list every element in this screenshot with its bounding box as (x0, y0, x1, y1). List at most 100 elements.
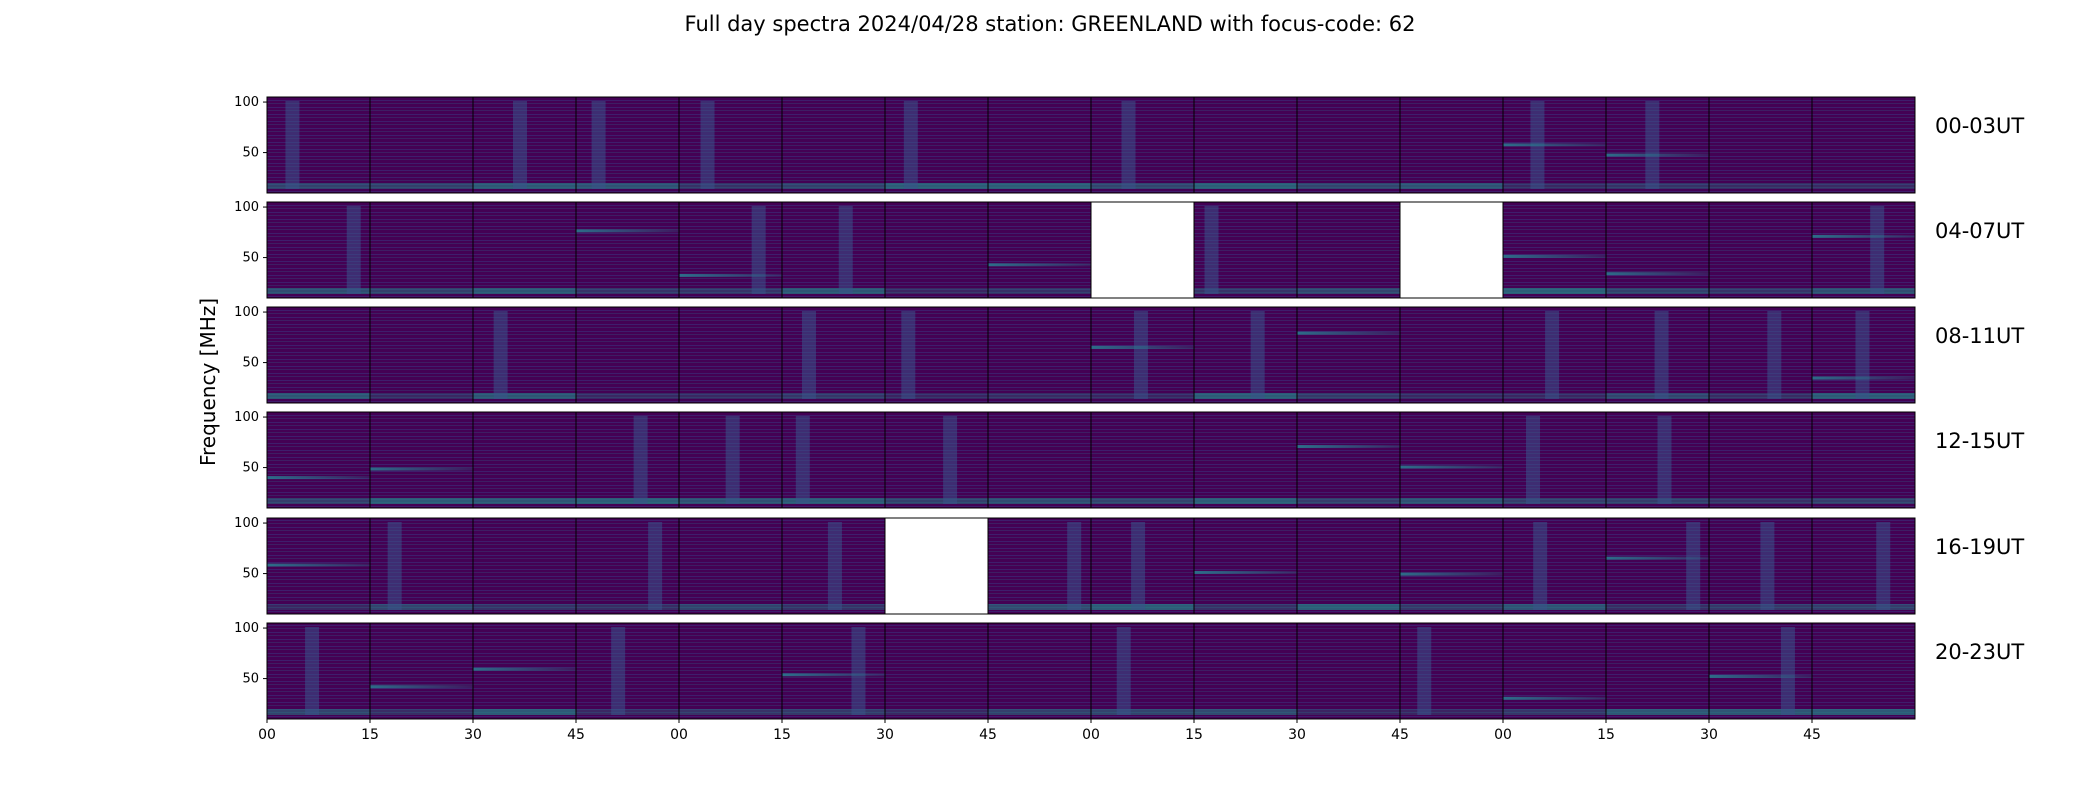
spectrum-panel (1605, 411, 1710, 509)
spectrum-panel (1811, 96, 1916, 194)
spectrum-panel (1090, 201, 1195, 299)
spectrum-panel (1193, 201, 1298, 299)
spectrum-panel (884, 622, 989, 720)
spectrum-panel (369, 96, 474, 194)
spectrum-panel (1193, 306, 1298, 404)
spectrum-panel (781, 411, 886, 509)
spectrum-panel (884, 201, 989, 299)
spectrum-panel (1811, 411, 1916, 509)
spectrum-panel (884, 517, 989, 615)
spectrum-panel (266, 622, 371, 720)
spectrum-panel (884, 306, 989, 404)
y-tick-label: 50 (242, 356, 259, 371)
y-tick-label: 100 (234, 95, 259, 110)
spectrum-panel (266, 96, 371, 194)
spectrum-panel (472, 517, 577, 615)
x-tick-label: 15 (1185, 727, 1203, 743)
y-tick-label: 100 (234, 200, 259, 215)
spectrum-panel (1605, 306, 1710, 404)
y-tick-label: 100 (234, 410, 259, 425)
spectrum-panel (575, 306, 680, 404)
x-tick-label: 00 (670, 727, 688, 743)
spectrum-panel (781, 622, 886, 720)
spectrum-panel (1502, 411, 1607, 509)
spectrum-panel (781, 517, 886, 615)
spectrum-panel (575, 96, 680, 194)
x-tick-label: 30 (1288, 727, 1306, 743)
spectrum-panel (1296, 306, 1401, 404)
spectrum-panel (1399, 201, 1504, 299)
y-tick-label: 50 (242, 567, 259, 582)
spectrum-panel (369, 306, 474, 404)
spectrum-panel (575, 517, 680, 615)
spectrum-panel (1502, 201, 1607, 299)
spectrum-panel (1708, 411, 1813, 509)
row-time-label: 04-07UT (1935, 219, 2024, 243)
row-time-label: 00-03UT (1935, 114, 2024, 138)
spectrum-panel (266, 201, 371, 299)
row-time-label: 16-19UT (1935, 535, 2024, 559)
spectrum-panel (1296, 201, 1401, 299)
spectrum-panel (472, 411, 577, 509)
spectrum-panel (1502, 622, 1607, 720)
spectrum-panel (1605, 517, 1710, 615)
spectrum-panel (1193, 96, 1298, 194)
spectrum-panel (369, 517, 474, 615)
spectrum-panel (678, 517, 783, 615)
spectrum-panel (678, 96, 783, 194)
x-tick-label: 30 (876, 727, 894, 743)
spectrum-panel (1399, 622, 1504, 720)
spectrum-panel (987, 96, 1092, 194)
spectrum-panel (987, 201, 1092, 299)
spectrum-panel (472, 96, 577, 194)
row-time-label: 08-11UT (1935, 324, 2024, 348)
spectrum-panel (369, 201, 474, 299)
x-tick-label: 15 (361, 727, 379, 743)
x-tick-label: 30 (1700, 727, 1718, 743)
x-tick-label: 00 (1494, 727, 1512, 743)
x-tick-label: 45 (1803, 727, 1821, 743)
spectrum-panel (575, 622, 680, 720)
spectrum-panel (1399, 96, 1504, 194)
spectrum-panel (472, 622, 577, 720)
spectrum-panel (1090, 517, 1195, 615)
spectrum-panel (1296, 517, 1401, 615)
spectrum-panel (369, 622, 474, 720)
spectrum-panel (1090, 306, 1195, 404)
spectrum-panel (1708, 517, 1813, 615)
spectrum-panel (1399, 517, 1504, 615)
spectrum-panel (1090, 411, 1195, 509)
x-tick-label: 00 (1082, 727, 1100, 743)
spectrum-panel (266, 306, 371, 404)
spectrum-panel (1708, 306, 1813, 404)
y-tick-label: 100 (234, 516, 259, 531)
chart-title: Full day spectra 2024/04/28 station: GRE… (684, 12, 1416, 36)
spectrum-panel (1502, 306, 1607, 404)
spectrum-panel (1708, 96, 1813, 194)
spectrum-panel (575, 411, 680, 509)
spectrum-panel (1605, 622, 1710, 720)
spectrum-panel (781, 96, 886, 194)
x-tick-label: 15 (1597, 727, 1615, 743)
spectrum-panel (1296, 411, 1401, 509)
spectrum-panel (678, 306, 783, 404)
x-tick-label: 45 (567, 727, 585, 743)
spectrum-panel (781, 306, 886, 404)
row-time-label: 20-23UT (1935, 640, 2024, 664)
y-tick-label: 100 (234, 305, 259, 320)
spectrum-panel (1090, 622, 1195, 720)
spectrum-panel (987, 306, 1092, 404)
spectrum-panel (781, 201, 886, 299)
x-tick-label: 15 (773, 727, 791, 743)
spectrum-panel (1193, 517, 1298, 615)
spectrum-panel (1605, 201, 1710, 299)
spectrum-panel (1811, 201, 1916, 299)
x-tick-label: 00 (258, 727, 276, 743)
spectrum-panel (987, 517, 1092, 615)
spectrum-panel (575, 201, 680, 299)
y-tick-label: 50 (242, 146, 259, 161)
spectrum-panel (472, 201, 577, 299)
spectrum-panel (1193, 622, 1298, 720)
spectrum-panel (884, 411, 989, 509)
spectrum-panel (678, 201, 783, 299)
